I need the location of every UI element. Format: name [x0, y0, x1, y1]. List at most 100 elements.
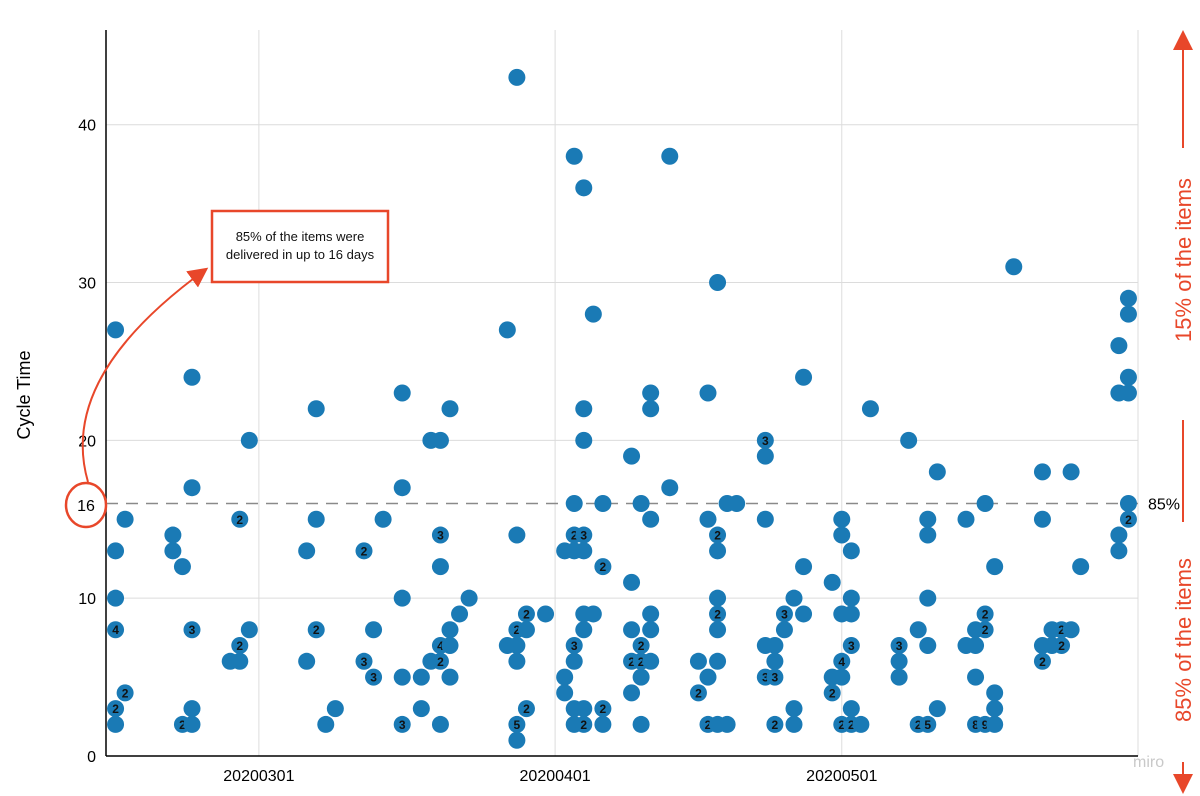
data-point [833, 526, 851, 544]
data-point [575, 400, 593, 418]
data-point [365, 621, 383, 639]
data-point [498, 321, 516, 339]
point-count-label: 3 [571, 639, 578, 653]
y-tick-label: 0 [87, 749, 96, 766]
annotation-arrow [81, 267, 209, 483]
data-point [632, 494, 650, 512]
percentile-value-circle [64, 481, 108, 529]
data-point [842, 605, 860, 623]
data-point [709, 605, 727, 623]
data-point [642, 652, 660, 670]
point-count-label: 2 [982, 623, 989, 637]
point-count-label: 2 [705, 718, 712, 732]
data-point [326, 700, 344, 718]
point-count-label: 2 [628, 655, 635, 669]
data-point [1062, 463, 1080, 481]
data-point [1033, 652, 1051, 670]
data-point [642, 621, 660, 639]
point-count-label: 3 [361, 655, 368, 669]
x-tick-labels: 20200301 20200401 20200501 [223, 768, 877, 785]
data-point [298, 542, 316, 560]
miro-watermark: miro [1133, 754, 1164, 771]
data-point [441, 668, 459, 686]
data-point [756, 431, 774, 449]
lower-label-backdrop [1170, 522, 1196, 762]
data-point [231, 510, 249, 528]
data-point [623, 621, 641, 639]
data-point [374, 510, 392, 528]
y-tick-label: 40 [78, 118, 96, 135]
data-point [107, 321, 125, 339]
data-point [508, 526, 526, 544]
point-count-label: 3 [189, 623, 196, 637]
data-point [986, 684, 1004, 702]
data-point [890, 637, 908, 655]
data-point [565, 494, 583, 512]
point-count-label: 3 [762, 671, 769, 685]
point-count-label: 2 [571, 529, 578, 543]
percentile-value-text: 16 [77, 498, 95, 515]
data-point [565, 652, 583, 670]
data-point [823, 573, 841, 591]
data-point [107, 589, 125, 607]
data-point [976, 494, 994, 512]
data-point [183, 715, 201, 733]
data-point [1062, 621, 1080, 639]
data-point [116, 510, 134, 528]
data-point [575, 179, 593, 197]
data-point [575, 431, 593, 449]
point-count-label: 2 [523, 702, 530, 716]
data-point [575, 715, 593, 733]
data-point [1005, 258, 1023, 276]
data-point [709, 589, 727, 607]
data-point [785, 715, 803, 733]
data-point [584, 605, 602, 623]
point-count-label: 2 [236, 639, 243, 653]
point-count-label: 4 [838, 655, 845, 669]
data-point [642, 605, 660, 623]
point-count-label: 3 [762, 434, 769, 448]
y-tick-label: 20 [78, 433, 96, 450]
point-count-label: 3 [580, 529, 587, 543]
data-point [709, 621, 727, 639]
data-point [1072, 558, 1090, 576]
data-point [355, 542, 373, 560]
data-point [1119, 384, 1137, 402]
point-count-label: 2 [848, 718, 855, 732]
data-point [842, 700, 860, 718]
data-point [1033, 463, 1051, 481]
point-count-label: 5 [924, 718, 931, 732]
data-point [517, 700, 535, 718]
data-point [699, 384, 717, 402]
data-point [594, 715, 612, 733]
data-point [842, 542, 860, 560]
data-point [842, 637, 860, 655]
data-point [231, 652, 249, 670]
data-point [795, 605, 813, 623]
data-point [460, 589, 478, 607]
data-point [661, 479, 679, 497]
data-point [919, 715, 937, 733]
point-count-label: 2 [600, 560, 607, 574]
data-point [183, 700, 201, 718]
point-count-label: 2 [982, 607, 989, 621]
data-point [298, 652, 316, 670]
data-point [393, 384, 411, 402]
data-point [240, 431, 258, 449]
data-point [967, 668, 985, 686]
data-point [632, 668, 650, 686]
data-point [833, 668, 851, 686]
data-point [517, 605, 535, 623]
data-point [508, 652, 526, 670]
point-count-label: 2 [600, 702, 607, 716]
data-point [728, 494, 746, 512]
data-point [412, 700, 430, 718]
data-point [556, 684, 574, 702]
data-point [594, 700, 612, 718]
data-point [107, 542, 125, 560]
data-point [642, 400, 660, 418]
data-point [575, 526, 593, 544]
data-point [431, 652, 449, 670]
data-point [575, 700, 593, 718]
